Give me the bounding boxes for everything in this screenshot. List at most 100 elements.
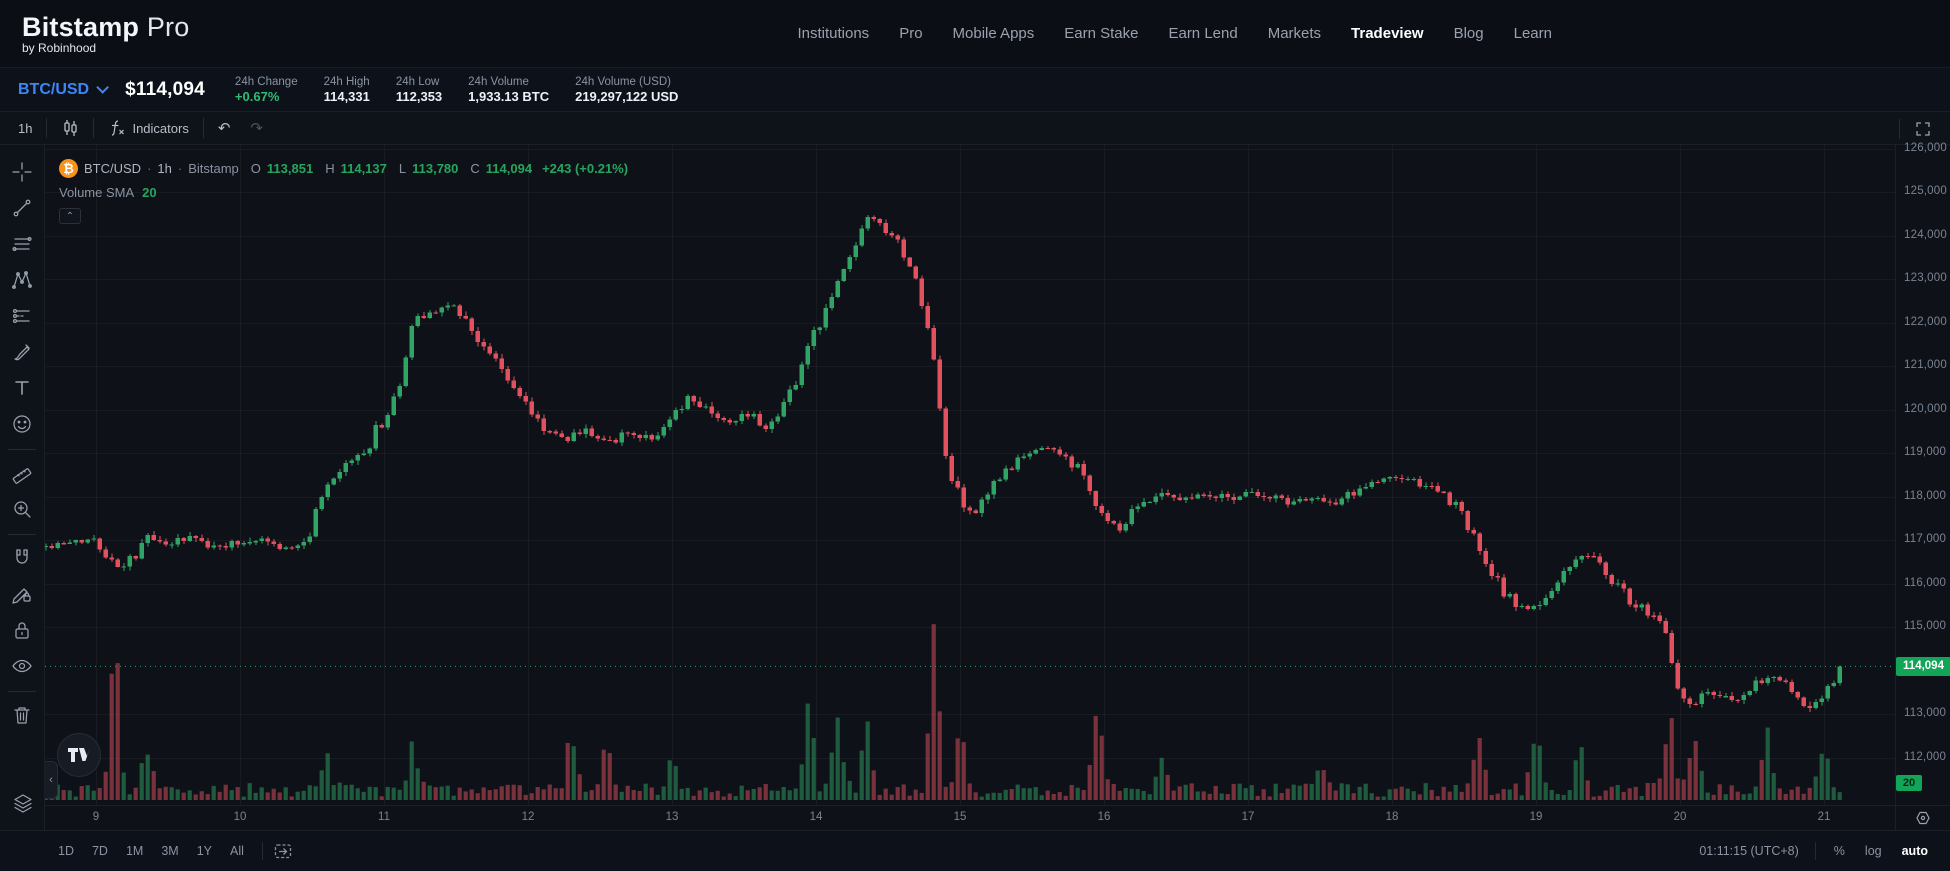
lock-all-tool[interactable] bbox=[5, 613, 39, 647]
bottom-bar: 1D 7D 1M 3M 1Y All 01:11:15 (UTC+8) % log aut… bbox=[0, 830, 1950, 871]
stat-label: 24h Volume (USD) bbox=[575, 75, 671, 88]
text-icon bbox=[15, 381, 29, 395]
stat-24h-volume: 24h Volume 1,933.13 BTC bbox=[468, 76, 549, 104]
range-button-1d[interactable]: 1D bbox=[58, 844, 74, 858]
parallel-lines-icon bbox=[12, 236, 32, 252]
legend-separator: · bbox=[147, 161, 152, 176]
chevron-down-icon bbox=[96, 81, 110, 94]
nav-item-tradeview[interactable]: Tradeview bbox=[1351, 25, 1424, 42]
time-tick: 14 bbox=[809, 811, 823, 823]
time-tick: 21 bbox=[1817, 811, 1831, 823]
time-tick: 12 bbox=[521, 811, 535, 823]
range-button-3m[interactable]: 3M bbox=[161, 844, 179, 858]
time-tick: 18 bbox=[1385, 811, 1399, 823]
time-tick: 11 bbox=[378, 811, 390, 823]
drawing-lock-tool[interactable] bbox=[5, 577, 39, 611]
price-tick: 121,000 bbox=[1904, 359, 1947, 371]
auto-scale-button[interactable]: auto bbox=[1901, 844, 1928, 858]
ohlc-close-value: 114,094 bbox=[485, 161, 533, 176]
range-button-all[interactable]: All bbox=[230, 844, 244, 858]
nav-item-mobile-apps[interactable]: Mobile Apps bbox=[952, 25, 1035, 42]
parallel-lines-tool[interactable] bbox=[5, 227, 39, 261]
time-axis[interactable]: 9 10 11 12 13 14 15 16 17 18 19 20 21 bbox=[45, 805, 1895, 830]
nav-item-pro[interactable]: Pro bbox=[899, 25, 923, 42]
scale-settings-icon[interactable] bbox=[1915, 810, 1931, 826]
logo-suffix: Pro bbox=[146, 11, 190, 42]
ruler-tool[interactable] bbox=[5, 456, 39, 490]
pair-selector[interactable]: BTC/USD bbox=[10, 81, 113, 99]
drawing-lock-icon bbox=[12, 588, 31, 604]
legend-collapse-button[interactable]: ⌃ bbox=[59, 208, 81, 224]
legend-symbol[interactable]: BTC/USD bbox=[84, 161, 142, 176]
tradingview-logo[interactable] bbox=[57, 733, 101, 777]
legend-exchange: Bitstamp bbox=[188, 161, 239, 176]
logo-pro-text bbox=[139, 12, 147, 42]
price-tick: 125,000 bbox=[1904, 185, 1947, 197]
nav-item-institutions[interactable]: Institutions bbox=[797, 25, 870, 42]
price-tick: 123,000 bbox=[1904, 272, 1947, 284]
zoom-in-tool[interactable] bbox=[5, 492, 39, 526]
ohlc-open-key: O bbox=[250, 161, 261, 176]
percent-scale-button[interactable]: % bbox=[1833, 844, 1845, 858]
nav-item-earn-lend[interactable]: Earn Lend bbox=[1168, 25, 1238, 42]
clock-timezone[interactable]: 01:11:15 (UTC+8) bbox=[1699, 844, 1799, 858]
volume-value-tag: 20 bbox=[1896, 775, 1922, 791]
hide-all-icon bbox=[12, 659, 32, 673]
price-tick: 122,000 bbox=[1904, 315, 1947, 328]
drawing-tools-sidebar bbox=[0, 145, 45, 830]
text-tool[interactable] bbox=[5, 371, 39, 405]
forecast-icon bbox=[12, 308, 30, 324]
interval-button[interactable]: 1h bbox=[18, 120, 33, 136]
stat-label: 24h Change bbox=[234, 75, 298, 88]
ohlc-low-value: 113,780 bbox=[412, 161, 459, 176]
nav-item-blog[interactable]: Blog bbox=[1453, 25, 1484, 42]
stat-value: 1,933.13 BTC bbox=[468, 88, 550, 104]
magnet-tool[interactable] bbox=[5, 541, 39, 575]
stat-24h-volume-usd-: 24h Volume (USD) 219,297,122 USD bbox=[575, 76, 678, 104]
nav-item-markets[interactable]: Markets bbox=[1267, 25, 1322, 42]
forecast-tool[interactable] bbox=[5, 299, 39, 333]
indicators-button[interactable]: Indicators bbox=[98, 116, 198, 140]
log-scale-button[interactable]: log bbox=[1864, 844, 1882, 858]
xabcd-pattern-tool[interactable] bbox=[5, 263, 39, 297]
price-tick: 119,000 bbox=[1904, 446, 1947, 458]
nav-item-learn[interactable]: Learn bbox=[1513, 25, 1552, 42]
chart-pane[interactable]: ₿ BTC/USD · 1h · Bitstamp O 113,851 H 114,… bbox=[45, 145, 1895, 805]
time-tick: 9 bbox=[92, 811, 100, 823]
trend-line-tool[interactable] bbox=[5, 191, 39, 225]
chart-style-button[interactable] bbox=[51, 115, 89, 141]
price-tick: 126,000 bbox=[1904, 141, 1947, 154]
trash-tool[interactable] bbox=[5, 698, 39, 732]
fullscreen-button[interactable] bbox=[1904, 116, 1942, 142]
legend-interval: 1h bbox=[157, 161, 172, 176]
crosshair-tool[interactable] bbox=[5, 155, 39, 189]
time-tick: 16 bbox=[1097, 811, 1111, 823]
nav-item-earn-stake[interactable]: Earn Stake bbox=[1064, 25, 1139, 42]
go-to-date-icon[interactable] bbox=[273, 842, 293, 860]
fullscreen-icon bbox=[1916, 121, 1930, 136]
toolbar-divider bbox=[1899, 118, 1900, 139]
layers-tool[interactable] bbox=[6, 786, 40, 820]
xabcd-pattern-icon bbox=[12, 271, 32, 289]
stat-24h-high: 24h High 114,331 bbox=[324, 76, 370, 104]
lock-all-icon bbox=[15, 622, 29, 639]
stat-label: 24h Low bbox=[395, 75, 440, 88]
collapse-sidebar-handle[interactable]: ‹ bbox=[45, 761, 58, 799]
range-button-7d[interactable]: 7D bbox=[91, 844, 108, 858]
hide-all-tool[interactable] bbox=[5, 649, 39, 683]
brush-tool[interactable] bbox=[5, 335, 39, 369]
range-button-1y[interactable]: 1Y bbox=[196, 844, 213, 858]
undo-button[interactable]: ↶ bbox=[208, 115, 241, 141]
candlestick-chart[interactable] bbox=[45, 145, 1895, 805]
range-button-1m[interactable]: 1M bbox=[125, 844, 144, 858]
chart-toolbar: 1h Indicators ↶ ↷ bbox=[0, 112, 1950, 145]
bitstamp-logo[interactable]: Bitstamp Pro by Robinhood bbox=[22, 11, 190, 55]
toolbar-divider bbox=[202, 118, 204, 138]
emoji-tool[interactable] bbox=[5, 407, 39, 441]
price-scale[interactable]: 126,000 125,000 124,000 123,000 122,000 121,0… bbox=[1895, 141, 1950, 805]
redo-button[interactable]: ↷ bbox=[240, 115, 273, 141]
volume-study-label[interactable]: Volume SMA bbox=[59, 185, 135, 200]
volume-study-param: 20 bbox=[142, 185, 157, 200]
ticker-bar: BTC/USD $114,094 24h Change +0.67% 24h Hig… bbox=[0, 68, 1950, 112]
price-tick: 116,000 bbox=[1904, 576, 1947, 589]
